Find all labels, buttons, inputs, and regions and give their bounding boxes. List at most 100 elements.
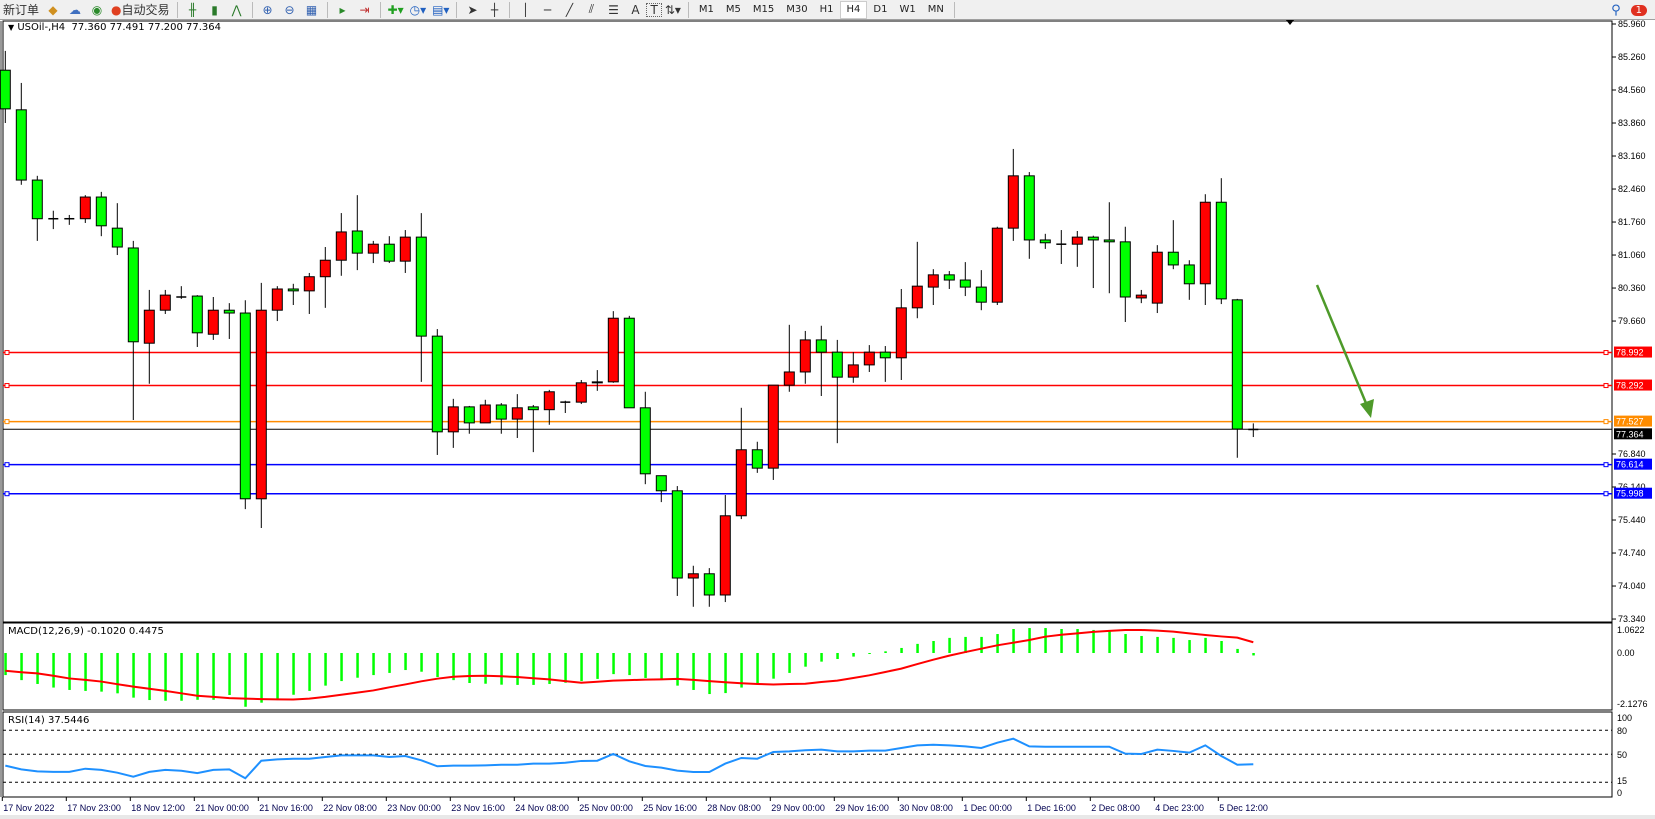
autoscroll-icon[interactable]: ⇥	[359, 2, 370, 17]
macd-histogram-bar	[388, 653, 391, 673]
time-axis-label: 2 Dec 08:00	[1091, 803, 1140, 813]
macd-histogram-bar	[1012, 629, 1015, 653]
candle-body	[575, 382, 587, 403]
candle-body	[671, 490, 683, 579]
timeframe-h1[interactable]: H1	[819, 4, 834, 15]
auto-trading-button[interactable]: ● 自动交易	[108, 1, 173, 19]
signals-icon[interactable]: ☁	[69, 2, 82, 17]
level-handle-right	[1603, 419, 1609, 425]
equidistant-channel-icon[interactable]: ⫽	[588, 2, 595, 16]
macd-histogram-bar	[948, 637, 951, 653]
text-label-icon[interactable]: T	[646, 2, 662, 17]
market-watch-icon[interactable]: ◉	[91, 2, 103, 17]
macd-histogram-bar	[884, 651, 887, 653]
macd-histogram-bar	[964, 636, 967, 653]
vertical-line-icon[interactable]: │	[521, 2, 530, 17]
timeframe-d1[interactable]: D1	[873, 4, 888, 15]
macd-histogram-bar	[740, 653, 743, 688]
macd-histogram-bar	[116, 653, 119, 694]
chart-shift-icon[interactable]: ▸	[339, 2, 346, 17]
macd-histogram-bar	[276, 653, 279, 701]
level-price-label: 78.992	[1616, 348, 1644, 358]
collapse-arrow-icon[interactable]: ▼	[8, 23, 15, 32]
candle-body	[255, 309, 267, 500]
level-price-label: 77.527	[1616, 417, 1644, 427]
candle-body	[479, 404, 491, 424]
fibonacci-icon[interactable]: ☰	[608, 2, 619, 17]
macd-axis-label: 0.00	[1617, 648, 1635, 658]
cursor-icon[interactable]: ➤	[467, 2, 478, 17]
candle-body	[879, 351, 891, 359]
price-axis-label: 74.740	[1618, 548, 1646, 558]
candlestick-icon[interactable]: ▮	[211, 2, 218, 17]
indicators-icon[interactable]: ✚▾	[387, 2, 404, 17]
rsi-axis-label: 0	[1617, 788, 1622, 798]
new-order-button[interactable]: 新订单	[3, 3, 40, 17]
crosshair-icon[interactable]: ┼	[490, 2, 499, 17]
templates-icon[interactable]: ▤▾	[432, 2, 450, 17]
level-handle-left	[4, 419, 10, 425]
candle-body	[223, 309, 235, 314]
timeframe-m1[interactable]: M1	[698, 4, 714, 15]
timeframe-w1[interactable]: W1	[899, 4, 916, 15]
level-price-tag	[1614, 458, 1652, 470]
symbol-name: USOil-,H4	[17, 22, 66, 33]
search-icon[interactable]: ⚲	[1611, 2, 1621, 18]
candle-body	[95, 196, 107, 227]
timeframe-m30[interactable]: M30	[786, 4, 808, 15]
macd-histogram-bar	[1204, 637, 1207, 653]
candle-body	[815, 339, 827, 353]
candle-body	[607, 317, 619, 383]
open-value: 77.360	[71, 22, 107, 33]
candle-body	[1007, 175, 1019, 229]
trendline-icon[interactable]: ╱	[565, 2, 574, 17]
close-value: 77.364	[186, 22, 222, 33]
level-price-label: 76.614	[1616, 460, 1644, 470]
price-axis-label: 76.840	[1618, 449, 1646, 459]
timeframe-mn[interactable]: MN	[927, 4, 944, 15]
macd-histogram-bar	[564, 653, 567, 683]
zoom-out-icon[interactable]: ⊖	[284, 2, 295, 17]
zoom-in-icon[interactable]: ⊕	[262, 2, 273, 17]
macd-histogram-bar	[596, 653, 599, 679]
drawn-arrow-line	[1315, 284, 1370, 409]
candle-body	[847, 364, 859, 378]
rsi-line	[5, 737, 1254, 780]
candle-body	[943, 274, 955, 281]
macd-histogram-bar	[996, 634, 999, 653]
experts-icon[interactable]: ◆	[48, 2, 58, 17]
candle-body	[543, 391, 555, 411]
candle-body	[1135, 294, 1147, 299]
price-axis-label: 79.660	[1618, 316, 1646, 326]
timeframe-m15[interactable]: M15	[752, 4, 775, 15]
line-chart-icon[interactable]: ⋀	[231, 2, 242, 17]
horizontal-line-icon[interactable]: ─	[543, 2, 552, 17]
macd-histogram-bar	[1252, 653, 1255, 656]
candle-body	[367, 243, 379, 254]
candle-body	[1151, 251, 1163, 304]
candle-body	[415, 236, 427, 337]
arrows-icon[interactable]: ⇅▾	[664, 2, 681, 17]
symbol-info: ▼ USOil-,H4 77.360 77.491 77.200 77.364	[8, 22, 221, 33]
timeframe-h4[interactable]: H4	[839, 0, 868, 19]
candle-body	[287, 288, 299, 292]
text-icon[interactable]: A	[631, 2, 640, 17]
separator	[509, 1, 511, 18]
tile-windows-icon[interactable]: ▦	[305, 2, 318, 17]
candle-body	[1023, 175, 1035, 241]
periods-icon[interactable]: ◷▾	[409, 2, 427, 17]
macd-histogram-bar	[692, 653, 695, 690]
candle-body	[1199, 201, 1211, 285]
timeframe-m5[interactable]: M5	[725, 4, 741, 15]
candle-body	[383, 243, 395, 262]
bar-chart-icon[interactable]: ╫	[188, 2, 197, 17]
separator	[456, 1, 458, 18]
time-axis-label: 29 Nov 00:00	[771, 803, 825, 813]
macd-histogram-bar	[916, 643, 919, 653]
candle-body	[1215, 201, 1227, 300]
price-axis-label: 84.560	[1618, 85, 1646, 95]
candle-body	[719, 515, 731, 596]
candle-body	[159, 294, 171, 311]
notification-badge[interactable]: 1	[1630, 4, 1647, 16]
